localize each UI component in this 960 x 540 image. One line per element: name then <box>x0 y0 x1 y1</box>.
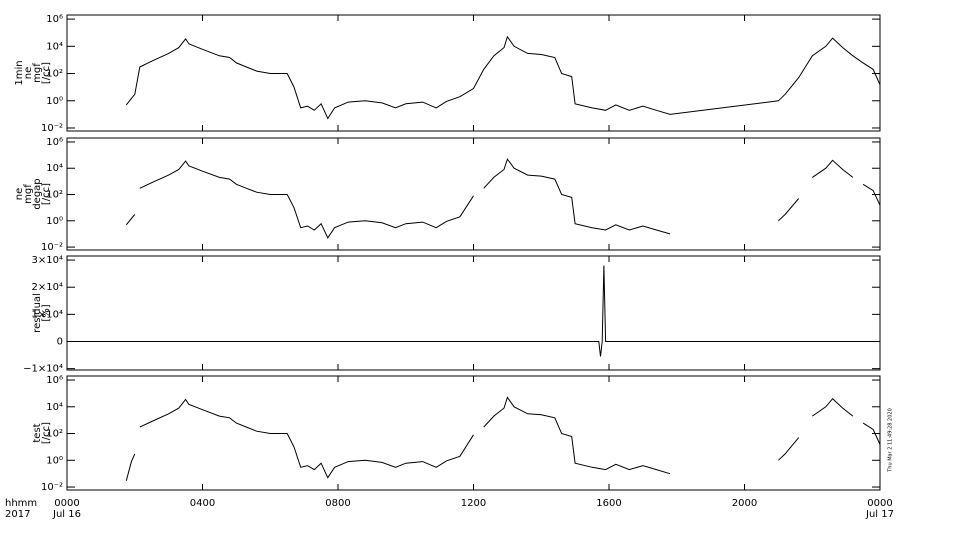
footnote: Thu Mar 2 11:49:28 2020 <box>888 408 894 473</box>
x-tick-date: Jul 16 <box>52 509 81 520</box>
x-tick-label: 2000 <box>732 498 757 509</box>
y-tick-label: 10⁶ <box>46 137 63 148</box>
x-tick-date: Jul 17 <box>865 509 894 520</box>
panel-frame <box>66 14 881 132</box>
y-tick-label: 10² <box>46 190 63 201</box>
x-tick-label: 0000 <box>54 498 79 509</box>
x-tick-label: 0000 <box>867 498 892 509</box>
y-axis-label: [/cc] <box>41 422 52 444</box>
y-tick-label: 10⁻² <box>41 123 63 134</box>
y-tick-label: 2×10⁴ <box>32 282 63 293</box>
y-axis-label: residual <box>32 293 43 333</box>
y-tick-label: 1×10⁴ <box>32 309 63 320</box>
y-tick-label: 10² <box>46 69 63 80</box>
x-tick-label: 0400 <box>190 498 215 509</box>
y-tick-label: 10⁻² <box>41 242 63 253</box>
data-line <box>125 35 881 120</box>
y-tick-label: 10⁴ <box>46 402 63 413</box>
y-tick-label: 3×10⁴ <box>32 255 63 266</box>
x-axis-label: hhmm <box>5 498 37 509</box>
x-axis-label: 2017 <box>5 509 30 520</box>
y-axis-label: [/cc] <box>41 62 52 84</box>
panel-frame <box>66 137 881 251</box>
data-line <box>125 396 881 481</box>
x-tick-label: 1200 <box>461 498 486 509</box>
panel-frame <box>66 255 881 371</box>
y-tick-label: 10² <box>46 429 63 440</box>
y-axis-label: ne <box>23 67 34 80</box>
y-axis-label: [/cc] <box>41 183 52 205</box>
y-axis-label: 1min <box>14 60 25 85</box>
y-tick-label: 10⁻² <box>41 482 63 493</box>
x-tick-label: 1600 <box>596 498 621 509</box>
y-tick-label: 10⁶ <box>46 14 63 25</box>
y-tick-label: 10⁰ <box>46 216 63 227</box>
y-tick-label: 10⁰ <box>46 455 63 466</box>
y-tick-label: 0 <box>57 337 63 348</box>
y-axis-label: degap <box>32 178 43 209</box>
y-tick-label: 10⁴ <box>46 41 63 52</box>
y-tick-label: 10⁶ <box>46 375 63 386</box>
y-tick-label: 10⁴ <box>46 163 63 174</box>
y-axis-label: mgf <box>23 184 34 204</box>
y-axis-label: [%] <box>41 304 52 321</box>
y-tick-label: 10⁰ <box>46 96 63 107</box>
y-axis-label: ne <box>14 188 25 201</box>
y-tick-label: −1×10⁴ <box>23 364 63 375</box>
y-axis-label: test <box>32 423 43 442</box>
y-axis-label: mgf <box>32 63 43 83</box>
data-line <box>67 265 880 357</box>
x-tick-label: 0800 <box>325 498 350 509</box>
panel-frame <box>66 375 881 491</box>
data-line <box>125 158 881 239</box>
